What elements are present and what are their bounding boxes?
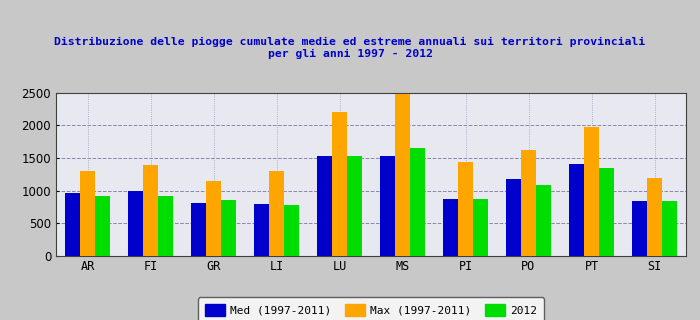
Bar [221,200,236,256]
Bar [443,198,458,256]
Bar [206,181,221,256]
Bar [317,156,332,256]
Bar [254,204,269,256]
Bar [143,164,158,256]
Bar [536,185,551,256]
Bar [158,196,173,256]
Bar [410,148,425,256]
Bar [380,156,395,256]
Bar [473,199,488,256]
Bar [662,202,677,256]
Bar [458,162,473,256]
Bar [191,203,206,256]
Bar [506,179,521,256]
Bar [599,168,614,256]
Bar [269,171,284,256]
Bar [584,127,599,256]
Bar [647,178,662,256]
Bar [569,164,584,256]
Bar [128,191,143,256]
Bar [332,112,347,256]
Legend: Med (1997-2011), Max (1997-2011), 2012: Med (1997-2011), Max (1997-2011), 2012 [198,298,544,320]
Bar [65,193,80,256]
Text: Distribuzione delle piogge cumulate medie ed estreme annuali sui territori provi: Distribuzione delle piogge cumulate medi… [55,37,645,59]
Bar [95,196,110,256]
Bar [347,156,362,256]
Bar [395,94,410,256]
Bar [80,171,95,256]
Bar [284,205,299,256]
Bar [632,201,647,256]
Bar [521,149,536,256]
